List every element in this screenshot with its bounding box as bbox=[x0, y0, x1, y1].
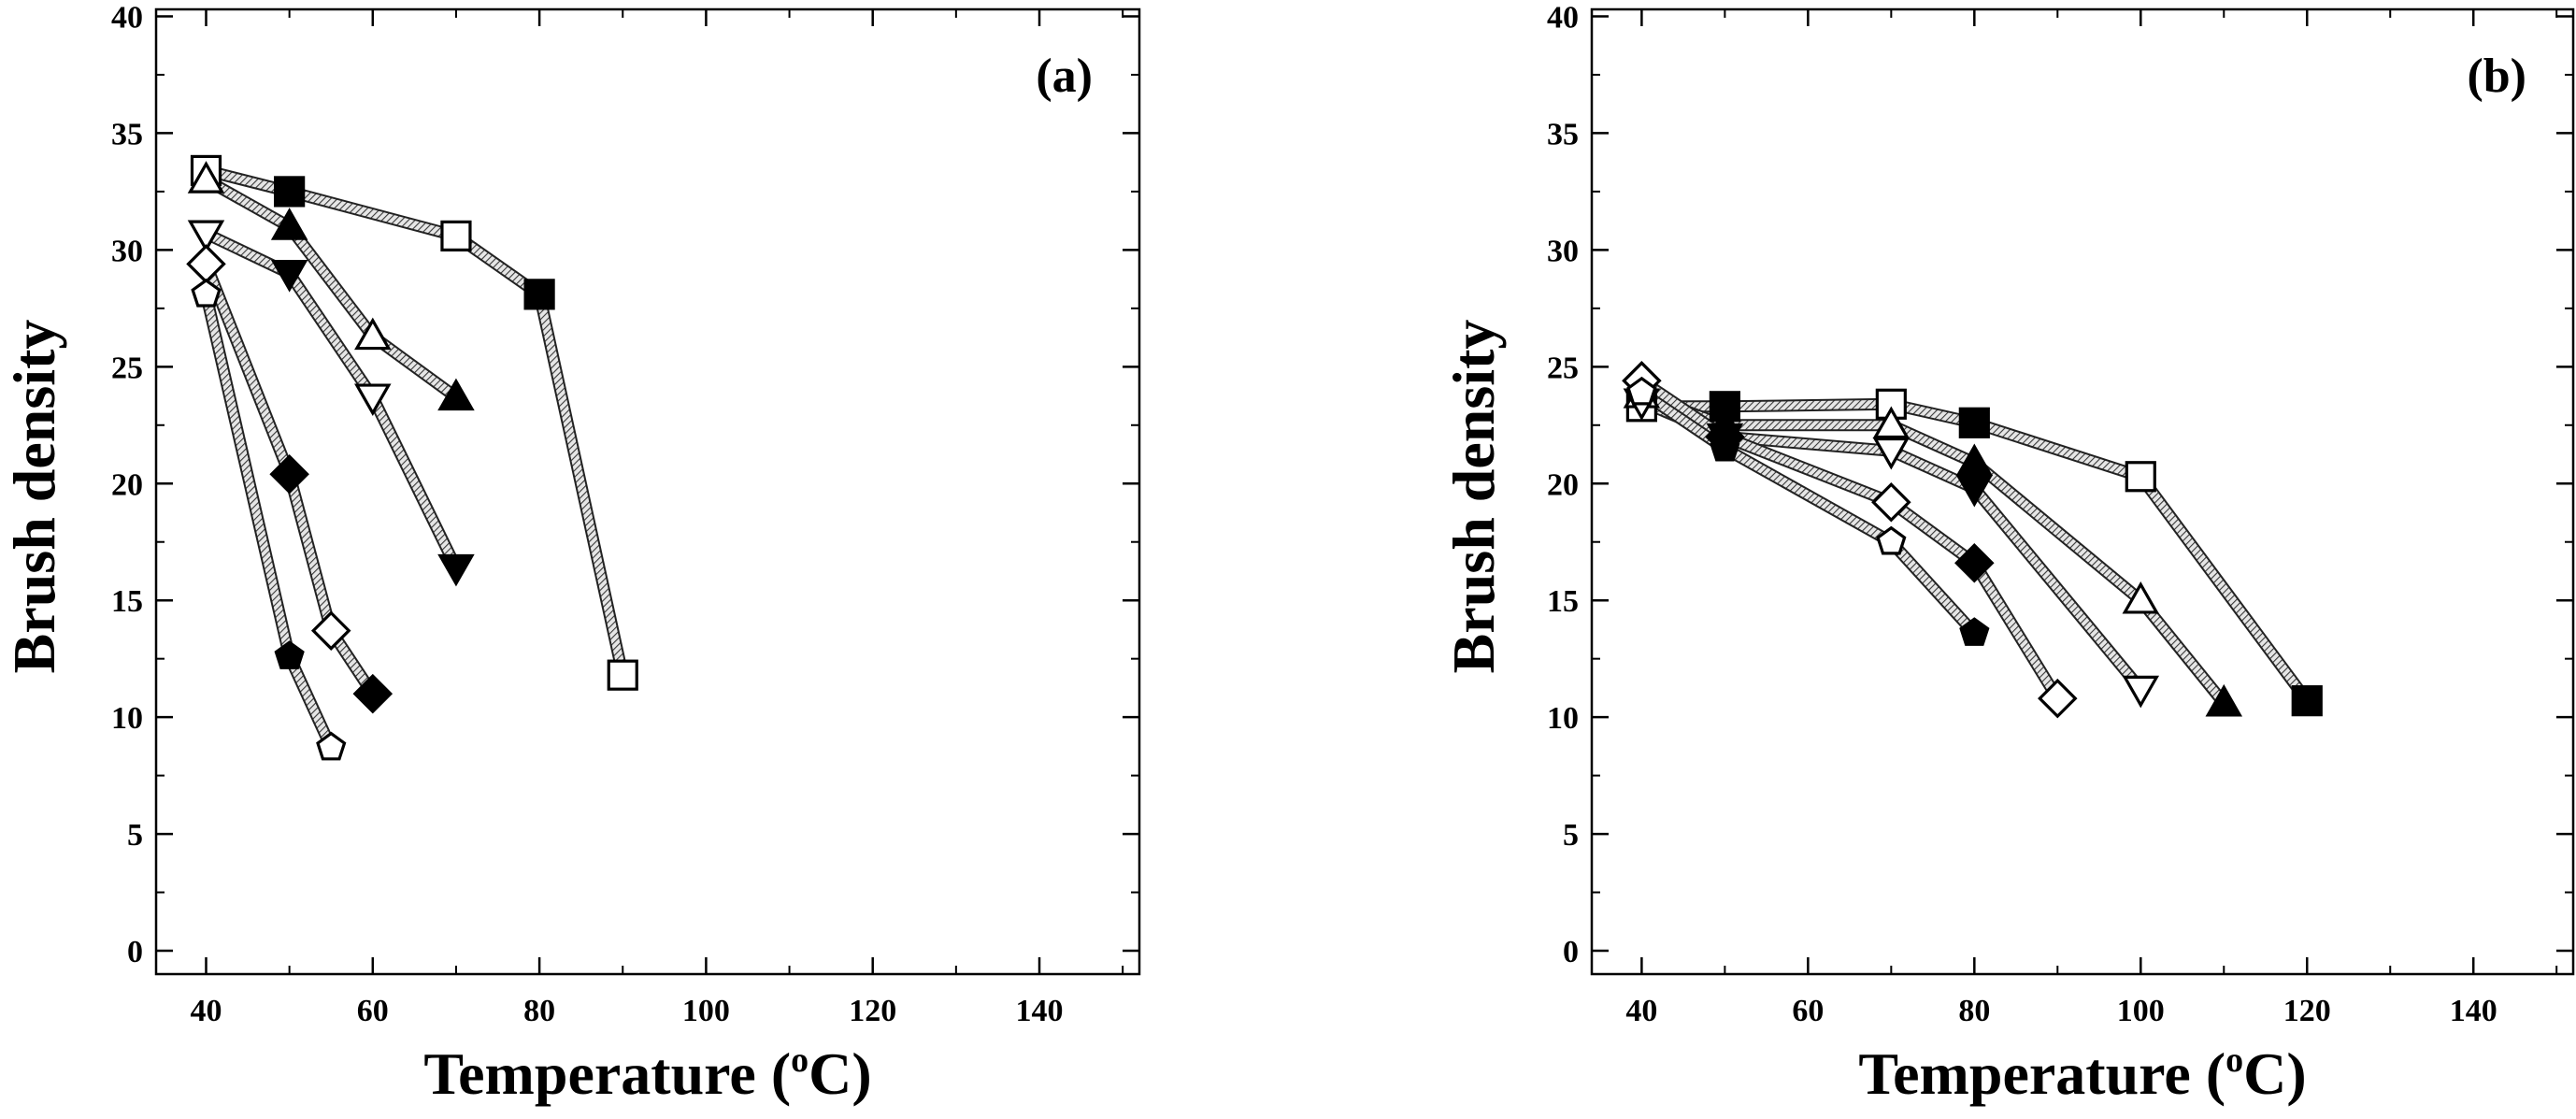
x-axis-unit-sup-a: o bbox=[791, 1040, 809, 1080]
data-point-diamond-marker bbox=[2038, 678, 2078, 719]
series-markers-b-pentagon bbox=[1626, 376, 1990, 646]
data-point-pentagon-marker bbox=[1710, 432, 1740, 462]
data-point-square-marker bbox=[1958, 407, 1990, 438]
y-tick-label-b: 40 bbox=[1547, 0, 1579, 35]
x-axis-title-text-a: Temperature ( bbox=[423, 1040, 791, 1107]
x-axis-title-b: Temperature (oC) bbox=[1858, 1040, 2306, 1107]
y-tick-label-a: 10 bbox=[111, 701, 143, 736]
y-tick-label-a: 0 bbox=[127, 935, 143, 969]
data-point-diamond-marker bbox=[1871, 481, 1911, 523]
y-axis-title-a: Brush density bbox=[1, 320, 67, 674]
data-point-triangle-up-marker bbox=[354, 317, 392, 351]
x-tick-label-a: 140 bbox=[1016, 994, 1064, 1028]
series-line-a-triangle-down bbox=[202, 229, 461, 572]
data-point-square-marker bbox=[2291, 685, 2323, 717]
y-axis-title-b: Brush density bbox=[1440, 320, 1507, 674]
y-tick-label-a: 30 bbox=[111, 234, 143, 268]
x-axis-title-text-b: Temperature ( bbox=[1858, 1040, 2225, 1107]
series-line-a-triangle-up bbox=[202, 175, 461, 402]
y-tick-label-b: 15 bbox=[1547, 584, 1579, 619]
data-point-triangle-down-marker bbox=[2122, 675, 2160, 709]
x-axis-title-a: Temperature (oC) bbox=[423, 1040, 871, 1107]
x-tick-label-a: 100 bbox=[682, 994, 730, 1028]
data-point-pentagon-marker bbox=[1626, 376, 1657, 406]
y-tick-label-b: 35 bbox=[1547, 117, 1579, 151]
data-point-triangle-down-marker bbox=[187, 220, 225, 253]
data-point-triangle-up-marker bbox=[1955, 443, 1994, 477]
data-point-triangle-down-marker bbox=[354, 383, 392, 417]
data-point-triangle-up-marker bbox=[1872, 406, 1911, 439]
x-tick-label-a: 120 bbox=[849, 994, 896, 1028]
series-line-a-diamond bbox=[202, 259, 378, 698]
data-point-triangle-up-marker bbox=[2122, 581, 2160, 614]
data-point-pentagon-marker bbox=[1959, 617, 1990, 646]
y-tick-label-b: 0 bbox=[1563, 935, 1579, 969]
x-tick-label-b: 40 bbox=[1625, 994, 1657, 1028]
x-tick-label-a: 60 bbox=[357, 994, 389, 1028]
data-point-pentagon-marker bbox=[191, 278, 222, 308]
data-point-diamond-marker bbox=[310, 610, 351, 651]
data-point-diamond-marker bbox=[186, 244, 226, 284]
chart-panel-b: 0 5 10 15 20 25 30 35 40 40 60 80 100 120 140 Brush den… bbox=[1440, 0, 2575, 1107]
panel-label-a: (a) bbox=[1036, 50, 1093, 103]
y-tick-label-b: 30 bbox=[1547, 234, 1579, 268]
x-axis-unit-b: C) bbox=[2243, 1040, 2307, 1107]
y-tick-label-a: 5 bbox=[127, 818, 143, 853]
data-point-diamond-marker bbox=[269, 453, 309, 495]
x-tick-label-b: 60 bbox=[1792, 994, 1824, 1028]
plot-frame-a bbox=[154, 7, 1141, 976]
x-tick-label-a: 40 bbox=[190, 994, 222, 1028]
data-point-square-marker bbox=[274, 176, 306, 208]
data-point-square-marker bbox=[2125, 461, 2156, 493]
y-tick-label-a: 25 bbox=[111, 351, 143, 385]
series-markers-a-pentagon bbox=[191, 278, 347, 761]
x-tick-label-b: 120 bbox=[2283, 994, 2331, 1028]
x-tick-label-b: 100 bbox=[2117, 994, 2165, 1028]
x-tick-label-b: 80 bbox=[1958, 994, 1990, 1028]
series-markers-a-triangle-up bbox=[187, 161, 475, 411]
y-tick-label-a: 20 bbox=[111, 467, 143, 502]
data-point-triangle-up-marker bbox=[437, 378, 475, 411]
x-axis-unit-sup-b: o bbox=[2225, 1040, 2243, 1080]
y-tick-label-a: 15 bbox=[111, 584, 143, 619]
data-point-triangle-down-marker bbox=[1872, 437, 1911, 470]
data-point-triangle-up-marker bbox=[270, 208, 308, 240]
data-point-square-marker bbox=[523, 279, 555, 310]
data-point-diamond-marker bbox=[352, 673, 394, 714]
y-tick-label-b: 25 bbox=[1547, 351, 1579, 385]
y-tick-label-a: 40 bbox=[111, 0, 143, 35]
x-axis-unit-a: C) bbox=[809, 1040, 872, 1107]
data-point-pentagon-marker bbox=[1876, 525, 1907, 555]
data-point-square-marker bbox=[440, 220, 472, 251]
data-point-pentagon-marker bbox=[274, 640, 305, 669]
x-tick-label-b: 140 bbox=[2450, 994, 2497, 1028]
y-tick-label-b: 10 bbox=[1547, 701, 1579, 736]
y-tick-label-b: 20 bbox=[1547, 467, 1579, 502]
plot-frame-b bbox=[1590, 7, 2575, 976]
data-point-triangle-down-marker bbox=[437, 553, 475, 587]
data-point-triangle-up-marker bbox=[187, 161, 225, 194]
data-point-square-marker bbox=[607, 659, 638, 691]
series-line-a-pentagon bbox=[202, 290, 336, 753]
chart-panel-a: 0 5 10 15 20 25 30 35 40 40 60 80 100 120 140 Brush den… bbox=[1, 0, 1141, 1107]
data-point-triangle-down-marker bbox=[270, 260, 308, 293]
data-point-triangle-down-marker bbox=[1955, 474, 1994, 508]
panel-label-b: (b) bbox=[2467, 50, 2526, 103]
series-line-b-pentagon bbox=[1637, 388, 1979, 638]
data-point-triangle-up-marker bbox=[2205, 683, 2243, 717]
y-tick-label-b: 5 bbox=[1563, 818, 1579, 853]
x-tick-label-a: 80 bbox=[523, 994, 555, 1028]
y-tick-label-a: 35 bbox=[111, 117, 143, 151]
series-markers-a-triangle-down bbox=[187, 220, 475, 587]
data-point-pentagon-marker bbox=[316, 731, 347, 761]
data-point-diamond-marker bbox=[1954, 542, 1995, 583]
series-markers-a-diamond bbox=[186, 244, 394, 714]
